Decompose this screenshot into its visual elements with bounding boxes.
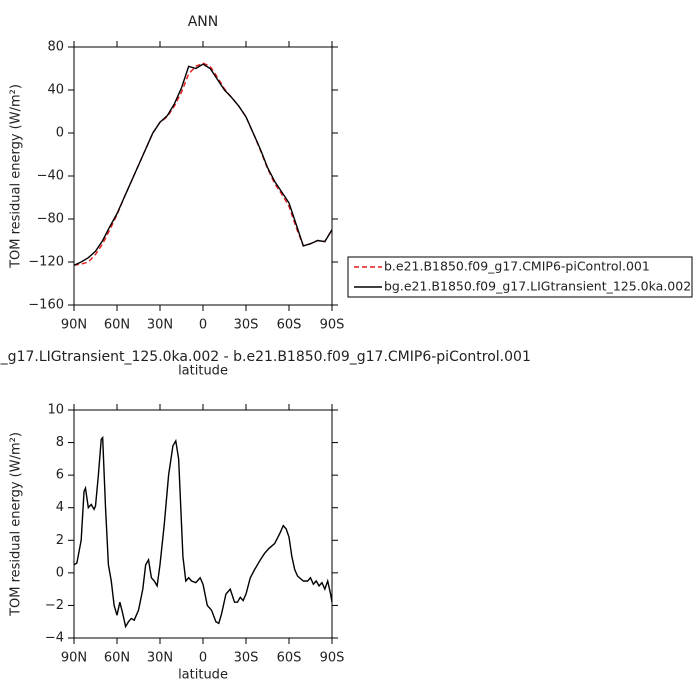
x-tick-label: 30N [147, 318, 173, 333]
x-tick-label: 90N [61, 651, 87, 666]
y-tick-label: −40 [37, 169, 64, 184]
y-tick-label: −80 [37, 212, 64, 227]
data-line [73, 435, 333, 629]
y-tick-label: 6 [56, 468, 64, 483]
y-tick-label: 10 [47, 403, 64, 418]
x-tick-label: 30S [234, 318, 259, 333]
x-tick-label: 90S [320, 651, 345, 666]
x-tick-label: 90N [61, 318, 87, 333]
plot-frame [73, 46, 333, 306]
legend-box [347, 256, 693, 298]
legend-label: b.e21.B1850.f09_g17.CMIP6-piControl.001 [384, 259, 650, 274]
y-tick-label: 2 [56, 533, 64, 548]
y-axis-label: TOM residual energy (W/m²) [9, 84, 24, 269]
plot-frame [73, 409, 333, 639]
chart-title: ANN [188, 14, 219, 30]
data-line [73, 62, 333, 266]
legend-label: bg.e21.B1850.f09_g17.LIGtransient_125.0k… [384, 279, 691, 294]
x-tick-label: 60S [277, 651, 302, 666]
y-tick-label: 0 [56, 126, 64, 141]
x-tick-label: 0 [199, 318, 207, 333]
y-tick-label: 40 [47, 83, 64, 98]
x-tick-label: 0 [199, 651, 207, 666]
x-tick-label: 60N [104, 651, 130, 666]
y-tick-label: −4 [45, 631, 64, 646]
y-tick-label: 80 [47, 40, 64, 55]
chart-title: bg.e21.B1850.f09_g17.LIGtransient_125.0k… [0, 349, 531, 365]
x-tick-label: 60S [277, 318, 302, 333]
y-tick-label: −120 [28, 255, 64, 270]
x-axis-label: latitude [178, 668, 228, 683]
y-tick-label: 0 [56, 565, 64, 580]
y-tick-label: −160 [28, 298, 64, 313]
x-tick-label: 60N [104, 318, 130, 333]
y-tick-label: 8 [56, 435, 64, 450]
y-tick-label: −2 [45, 598, 64, 613]
x-tick-label: 90S [320, 318, 345, 333]
x-axis-label: latitude [178, 364, 228, 379]
x-tick-label: 30N [147, 651, 173, 666]
y-axis-label: TOM residual energy (W/m²) [9, 432, 24, 617]
y-tick-label: 4 [56, 500, 64, 515]
data-line [73, 63, 333, 266]
x-tick-label: 30S [234, 651, 259, 666]
